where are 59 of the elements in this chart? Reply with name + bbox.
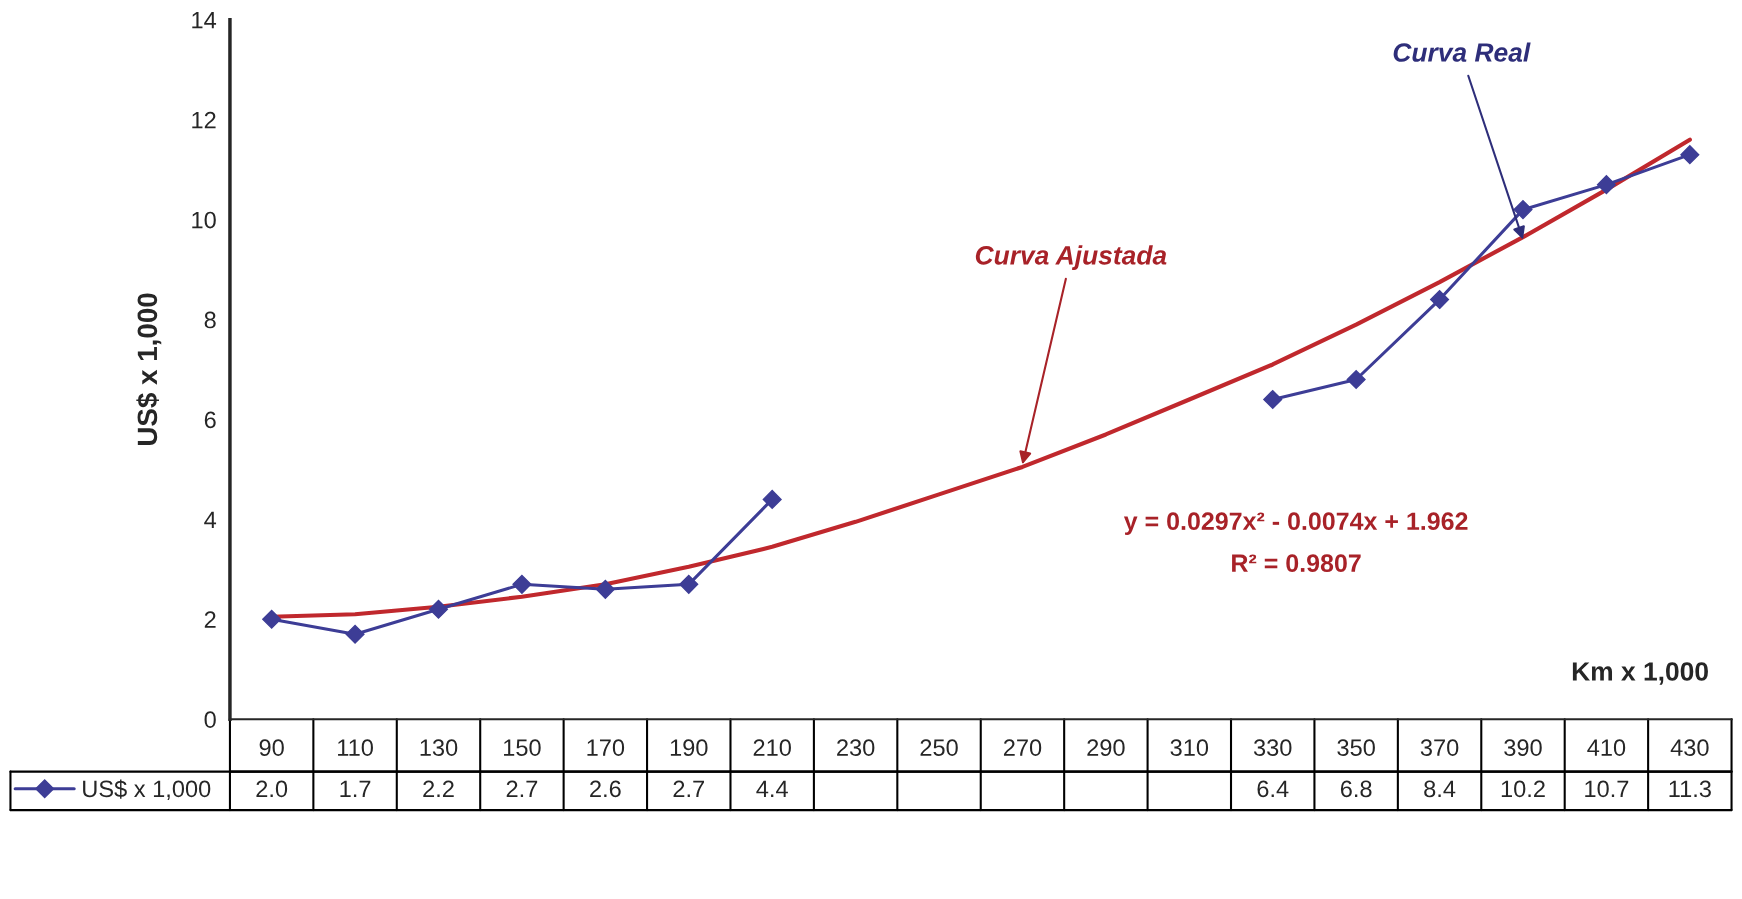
point — [1513, 200, 1533, 220]
x-tick-label: 170 — [587, 739, 625, 756]
point — [1346, 369, 1366, 390]
point — [345, 624, 365, 644]
point — [679, 574, 699, 594]
data-label: 2.0 — [256, 780, 288, 798]
data-label: 10.7 — [1585, 780, 1629, 798]
data-label: 4.4 — [756, 780, 788, 797]
x-tick-label: 150 — [504, 739, 541, 756]
point — [512, 574, 532, 594]
point — [1680, 145, 1700, 165]
x-tick-label: 250 — [920, 739, 958, 756]
point — [262, 609, 282, 629]
x-tick-label: 390 — [1504, 739, 1542, 756]
point — [428, 599, 449, 619]
y-tick-label: 4 — [204, 511, 217, 528]
x-tick-label: 370 — [1420, 739, 1459, 756]
data-label: 8.4 — [1424, 780, 1456, 798]
annotation: Curva Real — [1393, 42, 1531, 62]
legend-label: US$ x 1,000 — [83, 779, 211, 801]
data-label: 1.7 — [340, 780, 371, 797]
y-axis-title: US$ x 1,000 — [136, 293, 162, 446]
x-tick-label: 90 — [259, 739, 284, 756]
annotation: y = 0.0297x² - 0.0074x + 1.962 — [1123, 512, 1468, 536]
x-tick-label: 310 — [1170, 739, 1209, 756]
y-tick-label: 8 — [204, 311, 216, 329]
x-tick-label: 270 — [1003, 739, 1042, 756]
data-label: 2.7 — [673, 780, 704, 797]
x-tick-label: 210 — [753, 739, 791, 756]
x-tick-label: 330 — [1253, 739, 1292, 756]
x-axis-title: Km x 1,000 — [1572, 662, 1708, 685]
x-tick-label: 350 — [1337, 739, 1375, 756]
y-tick-label: 12 — [192, 111, 216, 129]
y-tick-label: 6 — [204, 411, 216, 429]
x-tick-label: 430 — [1670, 739, 1709, 756]
point — [1430, 290, 1450, 310]
data-label: 11.3 — [1669, 780, 1711, 798]
y-tick-label: 10 — [192, 211, 216, 229]
data-label: 2.6 — [590, 780, 621, 798]
y-tick-label: 0 — [204, 711, 216, 728]
data-label: 2.2 — [423, 780, 454, 797]
annotation: R² = 0.9807 — [1232, 554, 1361, 573]
data-label: 2.7 — [506, 780, 538, 797]
x-tick-label: 230 — [837, 739, 875, 756]
point — [1596, 175, 1616, 195]
point — [1263, 389, 1283, 409]
x-tick-label: 190 — [670, 739, 708, 756]
x-tick-label: 290 — [1087, 739, 1125, 756]
data-label: 10.2 — [1501, 780, 1545, 798]
point — [595, 579, 615, 599]
y-tick-label: 2 — [204, 611, 216, 628]
data-label: 6.8 — [1340, 780, 1372, 798]
y-tick-label: 14 — [192, 12, 217, 29]
point — [762, 489, 782, 509]
x-tick-label: 130 — [420, 739, 458, 756]
x-tick-label: 110 — [338, 739, 373, 756]
x-tick-label: 410 — [1587, 739, 1626, 756]
annotation: Curva Ajustada — [975, 245, 1167, 270]
data-label: 6.4 — [1257, 780, 1289, 798]
